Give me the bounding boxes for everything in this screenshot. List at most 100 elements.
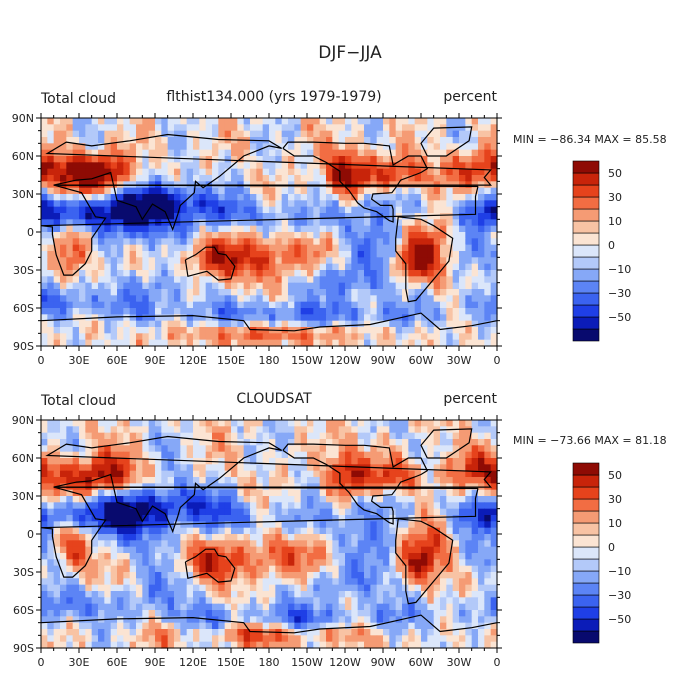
heatmap-cell bbox=[351, 251, 359, 258]
heatmap-cell bbox=[224, 244, 232, 252]
heatmap-cell bbox=[414, 213, 422, 220]
heatmap-cell bbox=[402, 508, 409, 516]
heatmap-cell bbox=[465, 327, 473, 334]
heatmap-cell bbox=[345, 251, 352, 258]
heatmap-cell bbox=[370, 251, 378, 258]
heatmap-cell bbox=[471, 270, 479, 277]
heatmap-cell bbox=[446, 168, 454, 176]
heatmap-cell bbox=[269, 219, 276, 227]
heatmap-cell bbox=[85, 238, 93, 246]
heatmap-cell bbox=[199, 187, 207, 195]
heatmap-cell bbox=[79, 527, 86, 535]
heatmap-cell bbox=[351, 282, 359, 290]
heatmap-cell bbox=[136, 508, 143, 516]
heatmap-cell bbox=[231, 187, 238, 195]
heatmap-cell bbox=[262, 477, 270, 484]
heatmap-cell bbox=[212, 270, 219, 277]
heatmap-cell bbox=[433, 194, 441, 201]
heatmap-cell bbox=[129, 464, 137, 472]
heatmap-cell bbox=[351, 464, 359, 472]
heatmap-cell bbox=[98, 458, 105, 465]
y-tick-label: 60S bbox=[13, 302, 34, 315]
heatmap-cell bbox=[490, 565, 498, 573]
heatmap-cell bbox=[370, 282, 378, 290]
heatmap-cell bbox=[174, 238, 181, 246]
heatmap-cell bbox=[212, 327, 219, 334]
heatmap-cell bbox=[85, 426, 93, 434]
heatmap-cell bbox=[224, 213, 232, 220]
heatmap-cell bbox=[237, 232, 245, 239]
heatmap-cell bbox=[60, 149, 67, 157]
heatmap-cell bbox=[383, 572, 390, 579]
heatmap-cell bbox=[484, 597, 492, 605]
heatmap-cell bbox=[142, 225, 150, 233]
heatmap-cell bbox=[332, 175, 340, 182]
heatmap-cell bbox=[224, 451, 232, 459]
heatmap-cell bbox=[275, 175, 283, 182]
heatmap-cell bbox=[66, 432, 74, 440]
heatmap-cell bbox=[199, 578, 207, 586]
heatmap-cell bbox=[345, 521, 352, 529]
heatmap-cell bbox=[313, 426, 321, 434]
heatmap-cell bbox=[351, 445, 359, 453]
heatmap-cell bbox=[294, 426, 302, 434]
heatmap-cell bbox=[408, 219, 416, 227]
heatmap-cell bbox=[408, 149, 416, 157]
heatmap-cell bbox=[383, 244, 390, 252]
heatmap-cell bbox=[91, 162, 99, 170]
coastline bbox=[40, 184, 479, 276]
heatmap-cell bbox=[231, 603, 238, 611]
heatmap-cell bbox=[155, 232, 162, 239]
heatmap-cell bbox=[402, 156, 409, 163]
heatmap-cell bbox=[243, 591, 251, 598]
heatmap-cell bbox=[91, 194, 99, 201]
heatmap-cell bbox=[338, 314, 346, 322]
heatmap-cell bbox=[104, 244, 112, 252]
heatmap-cell bbox=[376, 477, 384, 484]
heatmap-cell bbox=[129, 451, 137, 459]
heatmap-cell bbox=[142, 124, 150, 132]
heatmap-cell bbox=[218, 591, 226, 598]
heatmap-cell bbox=[433, 339, 441, 347]
heatmap-cell bbox=[161, 464, 169, 472]
heatmap-cell bbox=[193, 597, 200, 605]
heatmap-cell bbox=[231, 508, 238, 516]
heatmap-cell bbox=[256, 445, 264, 453]
heatmap-cell bbox=[117, 263, 124, 271]
heatmap-cell bbox=[427, 477, 435, 484]
heatmap-cell bbox=[243, 572, 251, 579]
heatmap-cell bbox=[332, 553, 340, 560]
heatmap-cell bbox=[357, 257, 365, 265]
heatmap-cell bbox=[427, 458, 435, 465]
heatmap-cell bbox=[224, 515, 232, 522]
heatmap-cell bbox=[231, 521, 238, 529]
heatmap-cell bbox=[421, 206, 428, 214]
heatmap-cell bbox=[161, 553, 169, 560]
heatmap-cell bbox=[421, 308, 428, 315]
heatmap-cell bbox=[326, 320, 333, 328]
heatmap-cell bbox=[300, 213, 308, 220]
heatmap-cell bbox=[332, 289, 340, 296]
heatmap-cell bbox=[351, 591, 359, 598]
heatmap-cell bbox=[408, 597, 416, 605]
heatmap-cell bbox=[231, 445, 238, 453]
heatmap-cell bbox=[313, 477, 321, 484]
heatmap-cell bbox=[180, 508, 188, 516]
heatmap-cell bbox=[256, 314, 264, 322]
heatmap-cell bbox=[205, 187, 213, 195]
heatmap-cell bbox=[123, 238, 131, 246]
heatmap-cell bbox=[186, 301, 194, 309]
heatmap-cell bbox=[357, 458, 365, 465]
heatmap-cell bbox=[136, 175, 143, 182]
heatmap-cell bbox=[313, 263, 321, 271]
heatmap-cell bbox=[167, 540, 175, 548]
heatmap-cell bbox=[167, 130, 175, 138]
heatmap-cell bbox=[193, 496, 200, 503]
heatmap-cell bbox=[60, 263, 67, 271]
heatmap-cell bbox=[212, 426, 219, 434]
heatmap-cell bbox=[98, 565, 105, 573]
heatmap-cell bbox=[478, 464, 485, 472]
heatmap-cell bbox=[421, 502, 428, 510]
heatmap-cell bbox=[129, 213, 137, 220]
heatmap-cell bbox=[446, 603, 454, 611]
